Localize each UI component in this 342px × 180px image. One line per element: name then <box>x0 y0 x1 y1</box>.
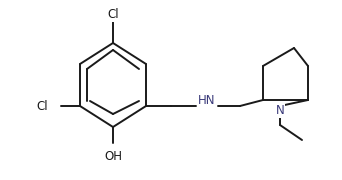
Text: N: N <box>276 105 285 118</box>
Text: Cl: Cl <box>107 8 119 21</box>
Text: HN: HN <box>198 94 216 107</box>
Text: OH: OH <box>104 150 122 163</box>
Text: Cl: Cl <box>36 100 48 112</box>
